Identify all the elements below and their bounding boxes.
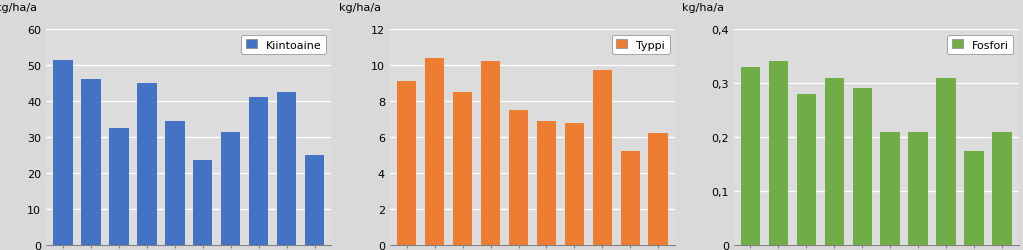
Text: kg/ha/a: kg/ha/a	[0, 3, 37, 13]
Legend: Kiintoaine: Kiintoaine	[241, 36, 325, 55]
Bar	[537, 121, 557, 245]
Bar	[425, 59, 444, 245]
Bar	[825, 78, 844, 245]
Bar	[397, 82, 416, 245]
Bar	[881, 132, 900, 245]
Bar	[768, 62, 788, 245]
Text: kg/ha/a: kg/ha/a	[682, 3, 724, 13]
Bar	[621, 152, 640, 245]
Bar	[277, 93, 297, 245]
Bar	[741, 68, 760, 245]
Bar	[992, 132, 1012, 245]
Legend: Typpi: Typpi	[612, 36, 669, 55]
Bar	[137, 84, 157, 245]
Bar	[565, 123, 584, 245]
Bar	[193, 161, 213, 245]
Bar	[453, 93, 473, 245]
Bar	[797, 94, 816, 245]
Bar	[908, 132, 928, 245]
Text: kg/ha/a: kg/ha/a	[339, 3, 381, 13]
Bar	[649, 134, 668, 245]
Bar	[109, 128, 129, 245]
Legend: Fosfori: Fosfori	[947, 36, 1013, 55]
Bar	[165, 122, 184, 245]
Bar	[53, 60, 73, 245]
Bar	[305, 156, 324, 245]
Bar	[936, 78, 955, 245]
Bar	[965, 151, 984, 245]
Bar	[221, 132, 240, 245]
Bar	[508, 110, 528, 245]
Bar	[249, 98, 268, 245]
Bar	[852, 89, 872, 245]
Bar	[481, 62, 500, 245]
Bar	[592, 71, 612, 245]
Bar	[81, 80, 100, 245]
